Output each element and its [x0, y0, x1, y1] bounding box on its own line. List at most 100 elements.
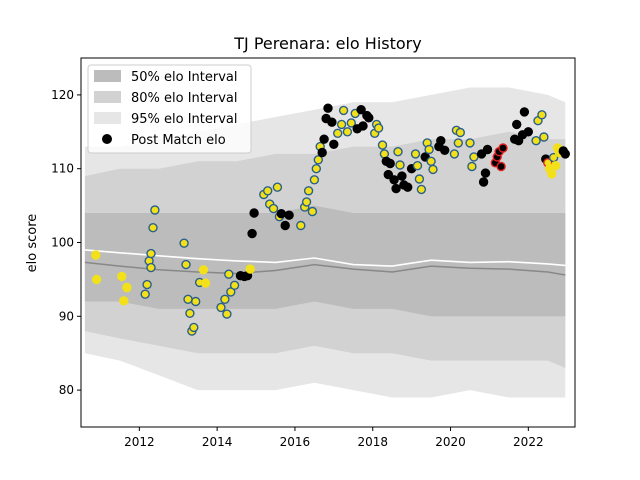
data-point	[268, 203, 279, 214]
data-point	[309, 175, 320, 185]
data-point	[183, 294, 193, 304]
data-point	[216, 302, 226, 313]
data-point	[385, 158, 395, 169]
data-point	[482, 144, 493, 155]
data-point	[224, 269, 234, 279]
data-point	[424, 144, 434, 155]
legend-label: 50% elo Interval	[131, 70, 238, 85]
data-point	[198, 265, 209, 275]
data-point	[190, 296, 201, 307]
data-point	[146, 248, 156, 259]
data-point	[189, 322, 199, 333]
x-tick-label: 2022	[513, 435, 544, 449]
chart-title: TJ Perenara: elo History	[233, 34, 421, 53]
data-point	[333, 128, 343, 139]
data-point	[284, 210, 294, 220]
plot-area	[84, 87, 570, 398]
data-point	[91, 250, 101, 260]
data-point	[358, 121, 368, 131]
x-axis: 2012 2014 2016 2018 2020 2022	[124, 427, 544, 449]
data-point	[119, 296, 129, 306]
data-point	[245, 264, 255, 274]
data-point	[200, 278, 211, 288]
data-point	[467, 161, 477, 172]
data-point	[550, 160, 561, 171]
data-point	[329, 139, 339, 150]
x-tick-label: 2012	[124, 435, 155, 449]
median-line	[84, 261, 566, 276]
data-point	[519, 107, 530, 117]
data-point	[395, 160, 405, 170]
data-point	[272, 182, 283, 192]
data-point	[391, 183, 401, 194]
data-point	[364, 113, 374, 123]
data-point	[117, 271, 127, 282]
y-axis-label: elo score	[25, 214, 40, 273]
x-tick-label: 2016	[280, 435, 311, 449]
data-point	[247, 228, 257, 239]
data-point	[393, 146, 403, 157]
data-point	[229, 280, 240, 290]
data-point	[523, 127, 533, 137]
data-point	[91, 274, 102, 285]
data-point	[547, 169, 557, 179]
legend-label: 80% elo Interval	[131, 91, 238, 106]
data-point	[323, 103, 333, 113]
data-point	[142, 279, 152, 290]
data-point	[496, 161, 506, 172]
data-point	[263, 186, 273, 196]
data-point	[307, 206, 318, 217]
post-match-points	[91, 103, 570, 336]
legend-swatch	[94, 70, 121, 82]
data-point	[185, 308, 195, 318]
data-point	[249, 208, 259, 218]
legend-marker	[102, 134, 112, 144]
data-point	[319, 134, 329, 144]
data-point	[373, 123, 384, 133]
data-point	[389, 175, 399, 185]
data-point	[449, 149, 460, 159]
data-point	[453, 138, 463, 148]
legend-swatch	[94, 91, 121, 103]
data-point	[428, 164, 438, 175]
data-point	[146, 262, 156, 273]
y-tick-label: 100	[51, 236, 74, 250]
y-axis: 80 90 100 110 120	[51, 88, 81, 397]
data-point	[336, 119, 347, 130]
y-tick-label: 90	[59, 309, 74, 323]
data-point	[480, 168, 491, 178]
data-point	[303, 186, 314, 196]
data-point	[416, 184, 427, 195]
y-tick-label: 80	[59, 383, 74, 397]
data-point	[412, 160, 423, 171]
data-point	[560, 149, 570, 159]
legend-label: Post Match elo	[131, 133, 226, 148]
legend-swatch	[94, 112, 121, 124]
data-point	[455, 127, 465, 138]
data-point	[426, 156, 436, 167]
data-point	[414, 174, 425, 184]
data-point	[179, 238, 189, 248]
data-point	[150, 205, 160, 215]
data-point	[122, 282, 132, 293]
data-point	[436, 135, 446, 146]
data-point	[465, 138, 475, 148]
data-point	[140, 289, 150, 299]
data-point	[346, 118, 356, 128]
data-point	[276, 208, 286, 219]
legend-label: 95% elo Interval	[131, 112, 238, 127]
data-point	[181, 259, 191, 270]
data-point	[531, 135, 541, 146]
data-point	[537, 110, 547, 120]
data-point	[148, 222, 158, 233]
data-point	[440, 145, 450, 156]
data-point	[338, 105, 349, 116]
data-point	[539, 132, 549, 142]
band-50	[84, 205, 566, 317]
x-tick-label: 2020	[435, 435, 466, 449]
data-point	[478, 177, 489, 187]
legend-box	[87, 64, 252, 154]
data-point	[313, 155, 323, 165]
data-point	[512, 119, 522, 130]
